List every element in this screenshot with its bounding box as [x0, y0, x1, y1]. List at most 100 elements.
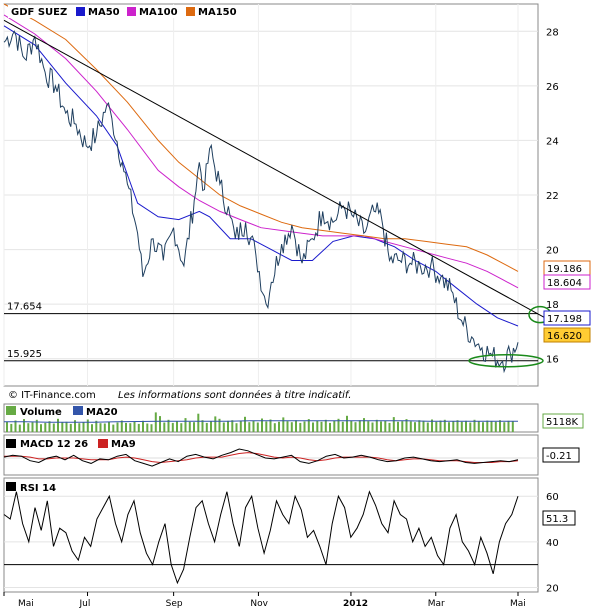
- volume-bar: [380, 421, 382, 432]
- volume-bar: [350, 420, 353, 432]
- price-value-tag-box: [543, 274, 591, 290]
- price-y-tick-label: 26: [546, 82, 559, 93]
- volume-bar: [494, 421, 497, 432]
- volume-bar: [460, 421, 463, 432]
- volume-bars: [4, 412, 518, 432]
- volume-bar: [384, 420, 387, 432]
- macd-line: [3, 448, 519, 467]
- volume-bar: [329, 422, 331, 432]
- x-tick-label: 2012: [343, 599, 368, 609]
- volume-bar: [180, 423, 183, 432]
- macd-signal-label: MA9: [111, 439, 136, 450]
- volume-bar: [341, 421, 344, 432]
- legend-ma100: MA100: [139, 7, 178, 18]
- volume-bar: [465, 420, 467, 432]
- disclaimer: Les informations sont données à titre in…: [118, 389, 351, 401]
- volume-bar: [133, 421, 136, 432]
- volume-bar: [171, 422, 174, 432]
- rsi-y-tick-label: 20: [546, 583, 559, 594]
- volume-bar: [222, 422, 225, 432]
- volume-bar: [52, 423, 55, 432]
- volume-bar: [154, 412, 157, 432]
- legend-ma100-swatch: [127, 7, 136, 16]
- volume-bar: [486, 420, 489, 432]
- volume-bar: [10, 423, 13, 432]
- volume-bar: [44, 422, 47, 432]
- volume-bar: [435, 421, 438, 432]
- volume-bar: [278, 421, 280, 432]
- volume-bar: [112, 424, 115, 432]
- volume-bar: [269, 419, 272, 432]
- macd-legend: MACD 12 26 MA9: [6, 437, 206, 450]
- volume-bar: [511, 421, 514, 432]
- volume-bar: [375, 419, 378, 432]
- volume-tag: 5118K: [542, 413, 584, 429]
- volume-bar: [6, 421, 8, 432]
- volume-bar: [307, 419, 310, 432]
- price-value-tag: 17.198: [547, 314, 582, 325]
- volume-bar: [159, 416, 161, 432]
- volume-bar: [78, 423, 81, 432]
- volume-bar: [210, 421, 212, 432]
- x-tick-label: Nov: [250, 599, 268, 609]
- volume-bar: [388, 422, 391, 432]
- volume-bar: [197, 413, 200, 432]
- price-y-tick-label: 24: [546, 136, 559, 147]
- volume-bar: [74, 420, 76, 432]
- macd-lines: [3, 448, 538, 467]
- volume-bar: [414, 422, 416, 432]
- rsi-label: RSI 14: [20, 483, 56, 494]
- macd-tag: -0.21: [542, 447, 580, 463]
- price-y-axis: 16 18 20 22 24 26 28: [546, 27, 559, 365]
- volume-ma-label: MA20: [86, 407, 118, 418]
- volume-bar: [358, 420, 361, 432]
- volume-bar: [129, 423, 132, 432]
- volume-bar: [367, 421, 370, 432]
- volume-bar: [456, 420, 459, 432]
- volume-bar: [95, 420, 98, 432]
- volume-bar: [265, 421, 268, 432]
- volume-bar: [477, 421, 480, 432]
- x-tick-label: Mai: [18, 599, 34, 609]
- volume-bar: [397, 421, 399, 432]
- volume-bar: [137, 423, 140, 432]
- volume-bar: [231, 420, 234, 432]
- x-tick-label: Jul: [79, 599, 91, 609]
- volume-bar: [490, 421, 493, 432]
- volume-bar: [507, 420, 510, 432]
- volume-bar: [201, 420, 204, 432]
- svg-text:-0.21: -0.21: [546, 451, 572, 462]
- volume-bar: [333, 420, 336, 432]
- volume-bar: [499, 420, 501, 432]
- support-levels: 17.654 15.925: [4, 302, 538, 362]
- volume-bar: [354, 422, 357, 432]
- volume-bar: [227, 420, 229, 432]
- volume-bar: [312, 422, 314, 432]
- volume-bar: [23, 419, 25, 432]
- legend-title: GDF SUEZ: [11, 7, 67, 18]
- volume-bar: [252, 420, 255, 432]
- volume-bar: [422, 420, 425, 432]
- price-y-tick-label: 20: [546, 246, 559, 257]
- x-tick-label: Mar: [428, 599, 445, 609]
- legend-ma50-swatch: [76, 7, 85, 16]
- rsi-y-tick-label: 40: [546, 538, 559, 549]
- volume-bar: [320, 421, 323, 432]
- volume-bar: [193, 422, 195, 432]
- volume-bar: [256, 422, 259, 432]
- volume-bar: [261, 418, 263, 432]
- support-level-label: 15.925: [7, 349, 42, 360]
- x-tick-label: Mai: [510, 599, 526, 609]
- price-y-tick-label: 16: [546, 355, 559, 366]
- volume-bar: [108, 421, 110, 432]
- volume-bar: [163, 422, 166, 432]
- volume-bar: [482, 422, 484, 432]
- price-value-tag-box: [543, 310, 591, 326]
- svg-text:51.3: 51.3: [546, 514, 568, 525]
- rsi-line: [3, 490, 519, 585]
- volume-bar: [214, 416, 217, 432]
- volume-bar: [418, 420, 421, 432]
- legend-ma150-swatch: [186, 7, 195, 16]
- svg-text:5118K: 5118K: [546, 417, 578, 428]
